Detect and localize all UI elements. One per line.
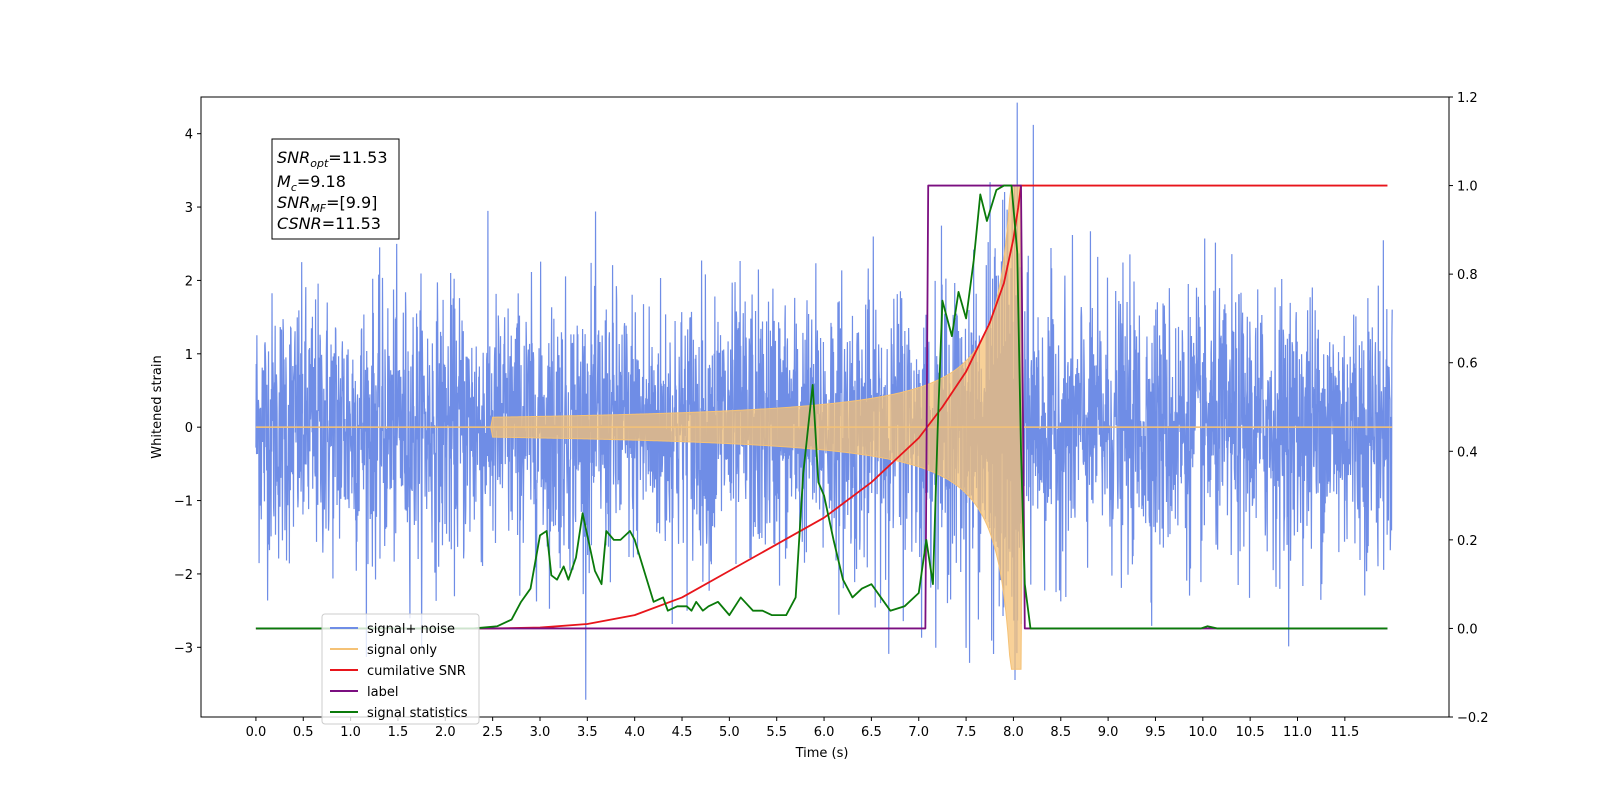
y2-tick-label: 0.8 [1457, 268, 1478, 283]
x-tick-label: 7.0 [908, 725, 929, 740]
x-tick-label: 1.5 [388, 725, 409, 740]
legend-label: label [367, 685, 398, 700]
y2-tick-label: 0.6 [1457, 357, 1478, 372]
x-tick-label: 5.0 [719, 725, 740, 740]
legend-label: signal statistics [367, 706, 468, 721]
x-tick-label: 8.0 [1003, 725, 1024, 740]
x-tick-label: 9.5 [1145, 725, 1166, 740]
x-axis-label: Time (s) [795, 746, 849, 761]
x-tick-label: 7.5 [956, 725, 977, 740]
legend-frame [321, 613, 480, 725]
x-tick-label: 1.0 [340, 725, 361, 740]
x-tick-label: 3.5 [577, 725, 598, 740]
snr-opt-annotation: SNRopt=11.53 [277, 148, 388, 170]
y2-tick-label: 1.0 [1457, 180, 1478, 195]
x-tick-label: 10.0 [1188, 725, 1217, 740]
x-tick-label: 6.0 [814, 725, 835, 740]
y-tick-label: −2 [174, 568, 193, 583]
x-tick-label: 6.5 [861, 725, 882, 740]
x-tick-label: 0.0 [246, 725, 267, 740]
y-tick-label: −1 [174, 495, 193, 510]
series-signal-statistics [255, 184, 1388, 630]
y-tick-label: 2 [185, 274, 193, 289]
x-tick-label: 9.0 [1098, 725, 1119, 740]
legend-label: signal+ noise [367, 622, 455, 637]
x-tick-label: 2.5 [482, 725, 503, 740]
series-cumilative-snr [255, 184, 1388, 630]
y-axis-label: Whitened strain [150, 355, 165, 458]
y-tick-label: 1 [185, 348, 193, 363]
x-tick-label: 2.0 [435, 725, 456, 740]
y2-tick-label: 1.2 [1457, 91, 1478, 106]
legend-label: signal only [367, 643, 437, 658]
x-tick-label: 4.5 [672, 725, 693, 740]
snr-annotation-box: SNRopt=11.53 Mc=9.18 SNRMF=[9.9] CSNR=11… [271, 138, 400, 240]
legend: signal+ noise signal only cumilative SNR la… [321, 613, 480, 725]
mc-annotation: Mc=9.18 [277, 172, 346, 194]
x-tick-label: 10.5 [1236, 725, 1265, 740]
y-axis-right: −0.2 0.0 0.2 0.4 0.6 0.8 1.0 1.2 [1449, 91, 1489, 726]
x-tick-label: 11.5 [1330, 725, 1359, 740]
x-tick-label: 0.5 [293, 725, 314, 740]
y-axis-left: −3 −2 −1 0 1 2 3 4 [174, 128, 201, 656]
axes-frame [200, 96, 1450, 718]
csnr-annotation: CSNR=11.53 [277, 214, 381, 233]
y-tick-label: 3 [185, 201, 193, 216]
x-axis: 0.0 0.5 1.0 1.5 2.0 2.5 3.0 3.5 4.0 4.5 5.0 5.5 6.0 6… [246, 717, 1359, 740]
y-tick-label: 0 [185, 421, 193, 436]
y2-tick-label: −0.2 [1457, 711, 1489, 726]
x-tick-label: 4.0 [624, 725, 645, 740]
x-tick-label: 5.5 [766, 725, 787, 740]
x-tick-label: 3.0 [530, 725, 551, 740]
x-tick-label: 11.0 [1283, 725, 1312, 740]
plot-area [255, 102, 1393, 700]
y-tick-label: −3 [174, 641, 193, 656]
annotation-frame [271, 138, 400, 240]
y2-tick-label: 0.2 [1457, 534, 1478, 549]
snr-mf-annotation: SNRMF=[9.9] [277, 193, 377, 215]
y2-tick-label: 0.0 [1457, 622, 1478, 637]
y2-tick-label: 0.4 [1457, 445, 1478, 460]
legend-label: cumilative SNR [367, 664, 466, 679]
x-tick-label: 8.5 [1050, 725, 1071, 740]
y-tick-label: 4 [185, 128, 193, 143]
